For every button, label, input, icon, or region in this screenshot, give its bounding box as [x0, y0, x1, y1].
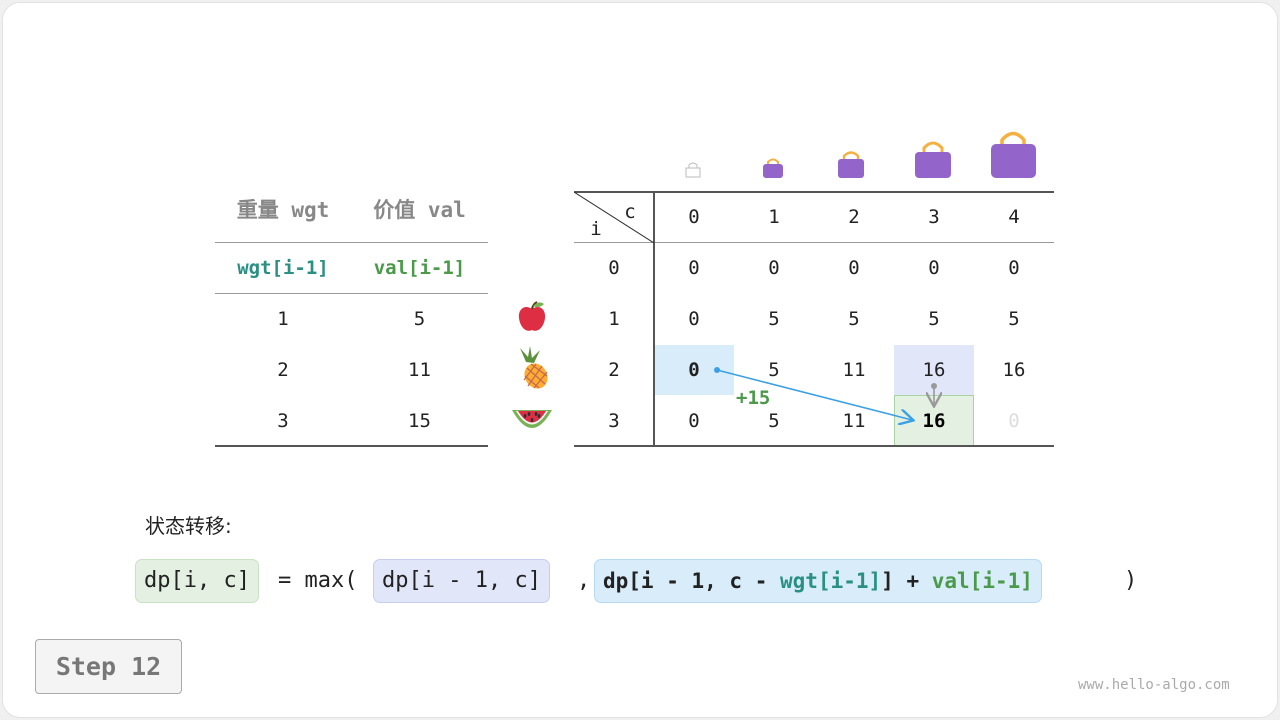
dp-cell: 0: [688, 359, 700, 381]
bag-icon: [915, 141, 951, 178]
value-header: 价值 val: [373, 198, 466, 222]
corner-diagonal: [574, 192, 654, 243]
dp-cell: 5: [768, 359, 780, 381]
dp-cell: 11: [842, 410, 866, 432]
row-header: 3: [608, 410, 620, 432]
dp-cell: 16: [922, 359, 946, 381]
formula-option-skip: dp[i - 1, c]: [373, 559, 550, 603]
dp-cell: 16: [1002, 359, 1026, 381]
weight-header: 重量 wgt: [236, 198, 330, 222]
wgt-cell: 1: [277, 308, 289, 330]
watermelon-icon: [512, 410, 552, 428]
col-header: 0: [688, 206, 700, 228]
dp-cell: 0: [848, 257, 860, 279]
val-subheader: val[i-1]: [373, 257, 466, 279]
value-added-label: +15: [736, 387, 771, 409]
wgt-cell: 2: [277, 359, 289, 381]
watermark: www.hello-algo.com: [1078, 677, 1230, 693]
row-header: 0: [608, 257, 620, 279]
dp-cell: 5: [928, 308, 940, 330]
formula-lhs: dp[i, c]: [135, 559, 259, 603]
col-header: 3: [928, 206, 940, 228]
formula-title: 状态转移:: [145, 514, 232, 538]
formula-option-take: dp[i - 1, c - wgt[i-1]] + val[i-1]: [594, 559, 1042, 603]
bag-icon: [763, 158, 783, 178]
wgt-subheader: wgt[i-1]: [237, 257, 329, 279]
dp-cell: 0: [688, 257, 700, 279]
col-header: 4: [1008, 206, 1020, 228]
row-header: 1: [608, 308, 620, 330]
dp-cell: 16: [922, 410, 946, 432]
row-header: 2: [608, 359, 620, 381]
formula-eq: = max(: [278, 568, 358, 593]
dp-cell: 5: [768, 308, 780, 330]
dp-cell: 0: [768, 257, 780, 279]
dp-cell: 5: [768, 410, 780, 432]
apple-icon: [518, 301, 546, 331]
dp-cell: 0: [688, 410, 700, 432]
formula-dp-term: dp[i - 1, c -: [603, 569, 781, 593]
val-cell: 5: [413, 308, 426, 330]
dp-cell: 11: [842, 359, 866, 381]
formula-plus: ] +: [881, 569, 932, 593]
dp-cell: 5: [1008, 308, 1020, 330]
dp-cell: 0: [1008, 257, 1020, 279]
dp-cell: 5: [848, 308, 860, 330]
bag-icon: [838, 151, 864, 178]
bag-icon: [991, 131, 1036, 178]
col-header: 2: [848, 206, 860, 228]
corner-col-label: c: [624, 201, 636, 223]
dp-cell: 0: [928, 257, 940, 279]
formula-close: ): [1124, 568, 1138, 593]
bag-empty-icon: [685, 162, 701, 178]
formula-comma: ,: [577, 568, 591, 593]
wgt-cell: 3: [277, 410, 289, 432]
val-cell: 15: [408, 410, 431, 432]
col-header: 1: [768, 206, 780, 228]
step-button[interactable]: Step 12: [35, 639, 182, 694]
formula-wgt-term: wgt[i-1]: [780, 569, 882, 593]
formula-val-term: val[i-1]: [931, 569, 1033, 593]
dp-cell: 0: [688, 308, 700, 330]
dp-cell: 0: [1008, 410, 1020, 432]
pineapple-icon: [520, 346, 548, 389]
val-cell: 11: [408, 359, 431, 381]
corner-row-label: i: [590, 218, 602, 240]
